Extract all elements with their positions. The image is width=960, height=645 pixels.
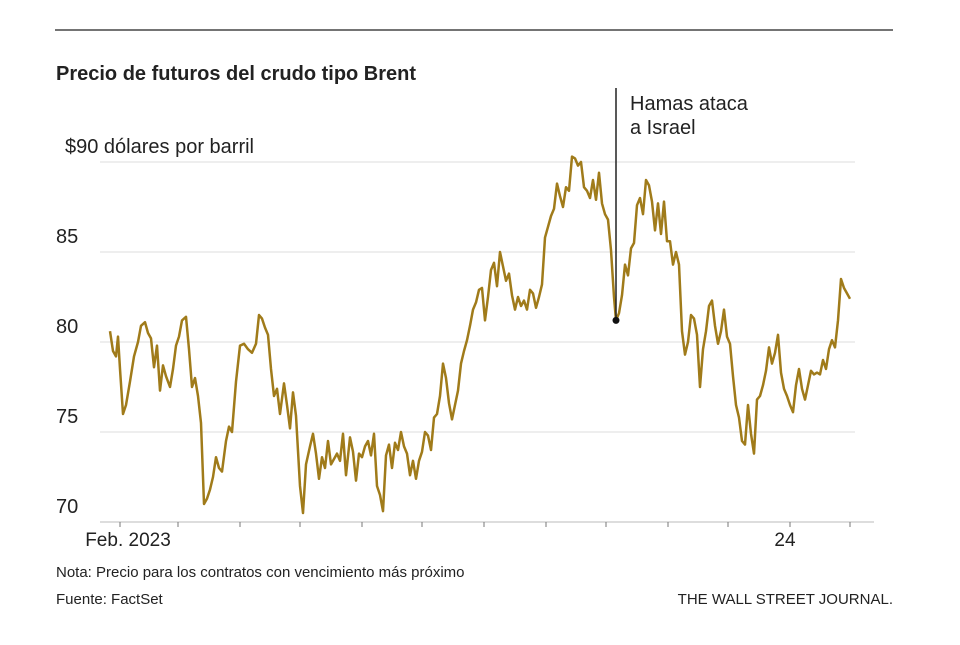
- chart-title: Precio de futuros del crudo tipo Brent: [56, 63, 416, 85]
- annotation-text: a Israel: [630, 117, 696, 139]
- source: Fuente: FactSet: [56, 591, 164, 608]
- y-tick-label: 80: [56, 316, 78, 338]
- x-tick-label: Feb. 2023: [85, 530, 171, 551]
- annotation-text: Hamas ataca: [630, 93, 749, 115]
- publisher: THE WALL STREET JOURNAL.: [678, 591, 893, 608]
- y-tick-label: $90 dólares por barril: [65, 136, 254, 158]
- x-tick-label: 24: [774, 530, 796, 551]
- y-tick-label: 85: [56, 226, 78, 248]
- y-tick-label: 70: [56, 496, 78, 518]
- note: Nota: Precio para los contratos con venc…: [56, 564, 465, 581]
- annotation-dot: [612, 316, 620, 324]
- y-tick-label: 75: [56, 406, 78, 428]
- price-line: [108, 155, 852, 515]
